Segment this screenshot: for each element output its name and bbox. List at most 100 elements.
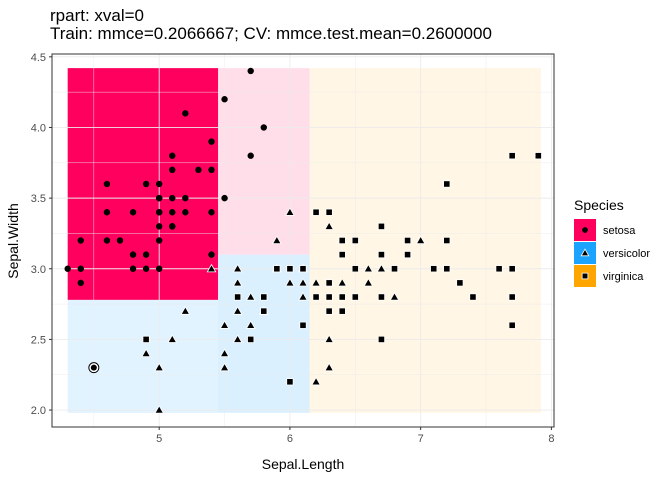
point-versicolor [154,362,165,372]
point-virginica [312,293,320,301]
point-virginica [443,180,451,188]
point-versicolor [232,306,243,315]
legend-label-versicolor: versicolor [603,248,650,260]
chart-title: rpart: xval=0 [50,6,144,25]
x-tick-label: 8 [548,433,554,445]
point-setosa [103,237,111,244]
point-virginica [443,265,451,273]
point-versicolor [324,362,335,372]
point-versicolor [363,263,374,273]
point-setosa [221,96,228,103]
point-setosa [142,251,150,258]
x-axis-title: Sepal.Length [262,456,345,472]
region-setosa-1 [218,68,310,255]
legend-label-virginica: virginica [603,271,644,283]
point-versicolor [219,362,230,372]
point-virginica [377,222,386,230]
point-setosa [155,209,163,216]
point-versicolor [376,263,387,273]
legend-symbol-setosa [582,227,588,233]
point-virginica [234,293,242,301]
point-setosa [155,265,163,272]
point-virginica [508,293,516,301]
point-virginica [377,293,386,301]
point-setosa [77,265,84,272]
y-tick-label: 4.5 [31,52,46,64]
point-setosa [208,209,215,216]
point-setosa [208,166,215,174]
point-setosa [169,209,176,216]
point-setosa [77,279,84,287]
point-virginica [325,307,333,315]
region-virginica-4 [309,68,541,413]
point-virginica [325,279,333,287]
y-tick-label: 3.5 [31,193,46,205]
x-axis: 5 6 7 8 [156,427,554,445]
point-versicolor [219,320,230,329]
point-setosa [103,209,111,216]
point-virginica [456,279,464,287]
point-virginica [286,378,294,386]
point-setosa [208,251,215,258]
point-versicolor [337,277,348,287]
plot-panel [51,53,555,428]
point-setosa [155,194,163,202]
y-tick-label: 2.0 [31,405,46,417]
y-axis: 2.0 2.5 3.0 3.5 4.0 4.5 [31,52,52,417]
point-setosa [129,251,137,258]
point-virginica [260,293,268,301]
point-versicolor [167,334,178,343]
point-versicolor [154,405,165,414]
point-virginica [351,236,359,245]
point-versicolor [141,348,152,358]
legend-symbol-virginica [581,272,589,280]
data-points [64,67,542,414]
point-virginica [377,251,386,259]
point-setosa [247,152,254,159]
legend-title: Species [574,197,624,213]
point-setosa [116,237,124,244]
point-virginica [299,321,307,329]
point-versicolor [232,334,243,343]
point-versicolor [311,277,321,287]
point-virginica [534,152,542,160]
point-virginica [351,265,359,273]
point-setosa [182,110,189,117]
point-virginica [495,265,503,273]
point-versicolor [298,292,308,301]
region-versicolor-3 [218,254,310,413]
point-virginica [338,251,346,259]
point-setosa [182,194,189,202]
x-tick-label: 5 [156,433,162,445]
point-versicolor [232,263,243,273]
point-virginica [443,236,451,245]
point-versicolor [245,292,256,301]
point-setosa [221,194,228,202]
point-setosa [169,166,176,174]
point-versicolor [271,235,282,245]
point-setosa [195,166,202,174]
point-setosa [169,194,176,202]
point-virginica [508,321,516,329]
point-virginica [325,293,333,301]
point-setosa [142,180,150,188]
point-versicolor [285,277,295,287]
point-setosa [90,364,97,371]
point-setosa [260,124,267,131]
point-virginica [403,251,412,259]
point-virginica [508,152,516,160]
legend-symbol-versicolor [580,248,590,257]
legend: Species setosa versicolor virginica [574,197,650,287]
point-virginica [338,236,346,245]
point-versicolor [298,277,308,287]
point-virginica [390,265,399,273]
point-setosa [155,180,163,188]
point-virginica [286,265,294,273]
point-versicolor [180,306,191,315]
point-virginica [247,335,255,344]
point-setosa [103,180,111,188]
point-virginica [338,293,346,301]
point-versicolor [285,207,295,216]
y-tick-label: 2.5 [31,334,46,346]
